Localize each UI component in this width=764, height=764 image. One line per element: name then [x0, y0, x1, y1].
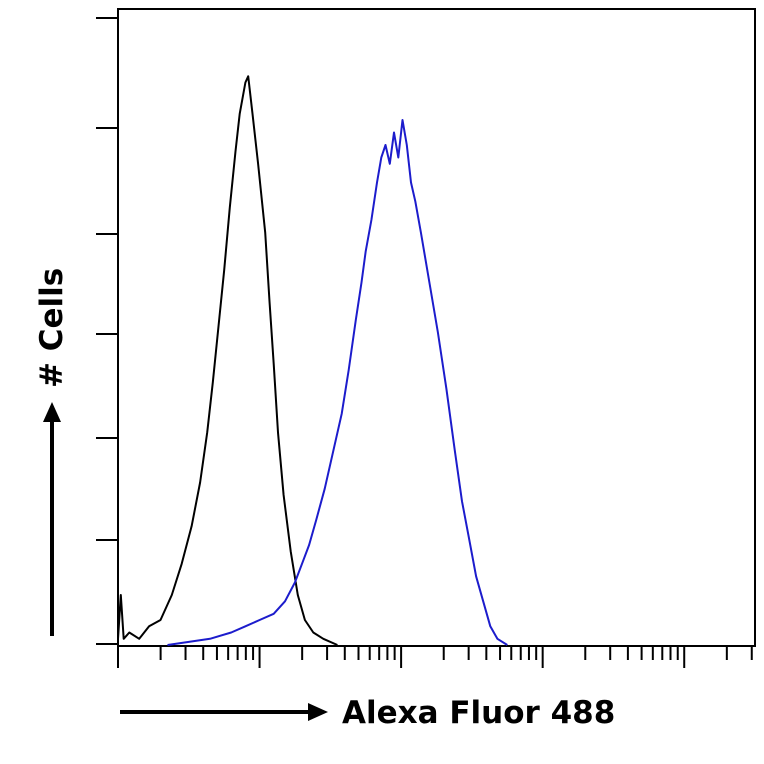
x-axis-label: Alexa Fluor 488 [342, 695, 615, 731]
histogram-series-1 [117, 75, 338, 646]
histogram-series-2 [167, 119, 508, 646]
x-axis-ticks [117, 646, 753, 668]
x-axis-arrow-head [308, 703, 328, 721]
y-axis-label: # Cells [34, 268, 70, 388]
y-axis-ticks [96, 17, 118, 645]
y-axis-arrow-head [43, 402, 61, 422]
series-layer [117, 75, 508, 646]
